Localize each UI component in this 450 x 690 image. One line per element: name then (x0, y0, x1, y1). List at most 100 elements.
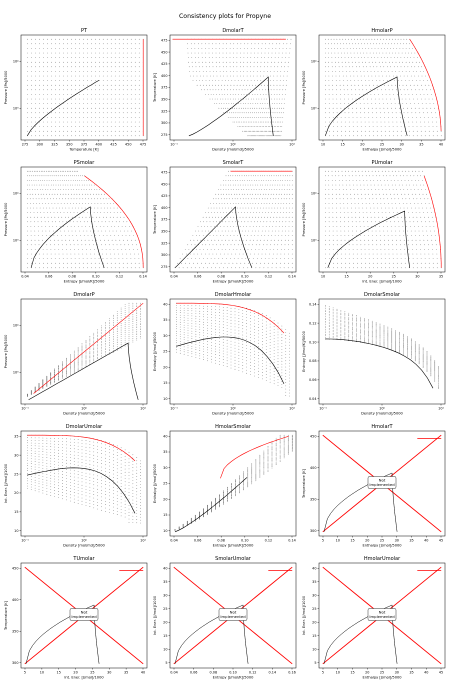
pumolar-state-points (325, 170, 442, 269)
x-tick-label: 0.10 (241, 539, 249, 543)
x-tick-label: 25 (380, 539, 384, 543)
y-tick-label: 0.10 (309, 340, 317, 344)
panel-smolarumolar: SmolarUmolar 0.04 0.06 0.08 0.10 0.12 0.14 0.16… (153, 556, 297, 680)
not-implemented-text: Implemented (369, 614, 395, 619)
x-tick-label: 5 (322, 539, 324, 543)
not-implemented-text: Implemented (369, 482, 395, 487)
x-tick-label: 0.04 (170, 539, 178, 543)
saturation-curve (325, 338, 434, 389)
panel-title: TUmolar (72, 556, 95, 562)
x-tick-label: 10⁻¹ (170, 407, 178, 411)
y-axis-label: Temperature [K] (153, 204, 157, 235)
saturation-curve (25, 604, 100, 664)
phase-boundary-line (220, 436, 289, 479)
x-tick-label: 0.14 (288, 539, 296, 543)
x-tick-label: 35 (439, 275, 443, 279)
x-tick-label: 30 (415, 275, 419, 279)
x-axis-label: Entropy [J/mol/K]/5000 (213, 544, 255, 548)
y-tick-label: 275 (161, 265, 167, 269)
panel-title: DmolarSmolar (364, 292, 401, 298)
saturation-curve (27, 79, 100, 136)
axes-frame (318, 34, 446, 141)
y-tick-label: 5 (165, 661, 167, 665)
x-tick-label: 475 (140, 143, 146, 147)
dmolart-state-points (187, 38, 292, 137)
y-axis-label: Enthalpy [J/mol]/5000 (153, 331, 157, 371)
y-tick-label: 325 (161, 241, 167, 245)
phase-boundary-line (409, 39, 442, 132)
saturation-curve (28, 342, 139, 401)
psmolar-state-points (27, 170, 144, 269)
x-tick-label: 20 (73, 671, 77, 675)
x-tick-label: 45 (439, 671, 443, 675)
y-axis-label: Temperature [K] (302, 468, 306, 499)
y-tick-label: 25 (163, 482, 167, 486)
x-tick-label: 30 (395, 671, 399, 675)
y-tick-label: 450 (161, 50, 167, 54)
y-axis-label: Entropy [J/mol/K]/5000 (302, 330, 306, 372)
y-tick-label: 400 (161, 206, 167, 210)
y-tick-label: 35 (163, 450, 167, 454)
not-implemented-box (367, 476, 397, 489)
x-axis-label: Density [mol/m3]/5000 (63, 412, 105, 416)
panel-hmolarumolar: HmolarUmolar 5 10 15 20 25 30 35 40 45 5 10 15 20 25 30… (302, 556, 446, 680)
x-axis-label: Density [mol/m3]/5000 (212, 148, 254, 152)
y-tick-label: 25 (312, 607, 316, 611)
x-tick-label: 0.12 (265, 539, 273, 543)
y-tick-label: 15 (163, 634, 167, 638)
y-tick-label: 15 (14, 510, 18, 514)
hmolarsmolar-state-points (174, 434, 293, 531)
x-tick-label: 10 (40, 671, 44, 675)
x-tick-label: 35 (409, 539, 413, 543)
y-tick-label: 300 (161, 121, 167, 125)
saturation-curve (30, 206, 105, 268)
x-tick-label: 0.04 (21, 275, 29, 279)
y-tick-label: 20 (163, 365, 167, 369)
x-tick-label: 0.06 (194, 539, 202, 543)
axes-frame (169, 430, 297, 537)
panel-title: HmolarSmolar (215, 424, 252, 430)
x-tick-label: 0.06 (194, 275, 202, 279)
panel-title: PSmolar (74, 160, 96, 166)
x-tick-label: 15 (350, 671, 354, 675)
x-tick-label: 10¹ (438, 407, 444, 411)
not-implemented-text: Not (379, 478, 386, 483)
y-tick-label: 0.04 (309, 397, 317, 401)
x-tick-label: 0.04 (170, 275, 178, 279)
x-tick-label: 40 (424, 671, 428, 675)
x-axis-label: Entropy [J/mol/K]/5000 (213, 676, 255, 680)
y-tick-label: 425 (161, 194, 167, 198)
x-tick-label: 10 (336, 671, 340, 675)
saturation-curve (174, 477, 248, 533)
y-tick-label: 300 (310, 529, 316, 533)
panel-title: DmolarUmolar (66, 424, 103, 430)
x-tick-label: 10⁰ (81, 407, 87, 411)
x-axis-label: Enthalpy [J/mol]/5000 (362, 148, 402, 152)
panel-title: PT (81, 28, 88, 34)
panel-title: HmolarP (371, 28, 392, 34)
pt-state-points (27, 38, 144, 137)
saturation-curve (174, 206, 253, 269)
y-tick-label: 40 (312, 566, 316, 570)
y-tick-label: 10 (14, 529, 18, 533)
saturation-curve (188, 76, 274, 137)
x-tick-label: 275 (22, 143, 28, 147)
x-tick-label: 20 (365, 671, 369, 675)
y-tick-label: 300 (161, 253, 167, 257)
y-tick-label: 35 (312, 580, 316, 584)
saturation-curve (323, 472, 398, 532)
x-tick-label: 0.10 (229, 671, 237, 675)
y-tick-label: 10⁴ (13, 323, 19, 327)
x-tick-label: 375 (81, 143, 87, 147)
x-tick-label: 40 (141, 671, 145, 675)
y-tick-label: 475 (161, 38, 167, 42)
x-tick-label: 10¹ (289, 143, 295, 147)
x-tick-label: 0.12 (116, 275, 124, 279)
y-axis-label: Pressure [Pa]/5000 (4, 202, 8, 237)
x-tick-label: 25 (380, 671, 384, 675)
x-tick-label: 10⁻¹ (21, 407, 29, 411)
x-tick-label: 15 (344, 275, 348, 279)
x-tick-label: 10¹ (140, 539, 146, 543)
y-axis-label: Pressure [Pa]/5000 (4, 334, 8, 369)
y-tick-label: 30 (14, 453, 18, 457)
